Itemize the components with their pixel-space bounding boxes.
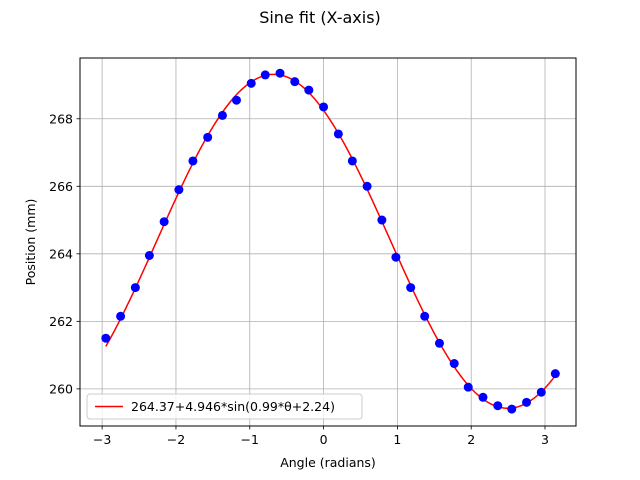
data-point xyxy=(231,95,241,105)
y-tick-label: 262 xyxy=(49,314,73,329)
data-point xyxy=(449,359,459,369)
x-tick-label: 1 xyxy=(393,432,401,447)
data-point xyxy=(406,283,416,293)
data-points xyxy=(101,68,560,414)
data-point xyxy=(304,85,314,95)
x-tick-label: 0 xyxy=(320,432,328,447)
data-point xyxy=(203,132,213,142)
legend-box xyxy=(86,393,363,420)
data-point xyxy=(377,215,387,225)
data-point xyxy=(391,252,401,262)
data-point xyxy=(420,311,430,321)
x-tick-label: −2 xyxy=(167,432,185,447)
x-axis-label: Angle (radians) xyxy=(280,455,376,470)
legend: 264.37+4.946*sin(0.99*θ+2.24) xyxy=(86,393,363,420)
y-tick-label: 264 xyxy=(49,246,73,261)
y-axis-ticks: 260 262 264 266 268 xyxy=(49,111,80,396)
data-point xyxy=(362,181,372,191)
y-tick-label: 268 xyxy=(49,111,73,126)
data-point xyxy=(333,129,343,139)
data-point xyxy=(188,156,198,166)
chart-title: Sine fit (X-axis) xyxy=(259,8,381,27)
legend-label: 264.37+4.946*sin(0.99*θ+2.24) xyxy=(131,399,335,414)
data-point xyxy=(101,333,111,343)
data-point xyxy=(246,78,256,88)
x-tick-label: −1 xyxy=(241,432,259,447)
x-tick-label: 2 xyxy=(467,432,475,447)
data-point xyxy=(463,382,473,392)
data-point xyxy=(522,397,532,407)
data-point xyxy=(116,311,126,321)
x-axis-ticks: −3 −2 −1 0 1 2 3 xyxy=(93,426,549,447)
data-point xyxy=(319,102,329,112)
plot-frame xyxy=(79,57,577,427)
data-point xyxy=(260,70,270,80)
data-point xyxy=(275,68,285,78)
y-tick-label: 260 xyxy=(49,381,73,396)
data-point xyxy=(478,392,488,402)
grid xyxy=(80,58,576,426)
data-point xyxy=(290,77,300,87)
data-point xyxy=(536,387,546,397)
data-point xyxy=(550,369,560,379)
data-point xyxy=(130,283,140,293)
data-point xyxy=(507,404,517,414)
data-point xyxy=(144,251,154,261)
data-point xyxy=(493,401,503,411)
x-tick-label: 3 xyxy=(541,432,549,447)
y-axis-label: Position (mm) xyxy=(23,199,38,286)
y-tick-label: 266 xyxy=(49,179,73,194)
data-point xyxy=(217,110,227,120)
data-point xyxy=(159,217,169,227)
data-point xyxy=(434,338,444,348)
data-point xyxy=(174,185,184,195)
x-tick-label: −3 xyxy=(93,432,111,447)
data-point xyxy=(347,156,357,166)
